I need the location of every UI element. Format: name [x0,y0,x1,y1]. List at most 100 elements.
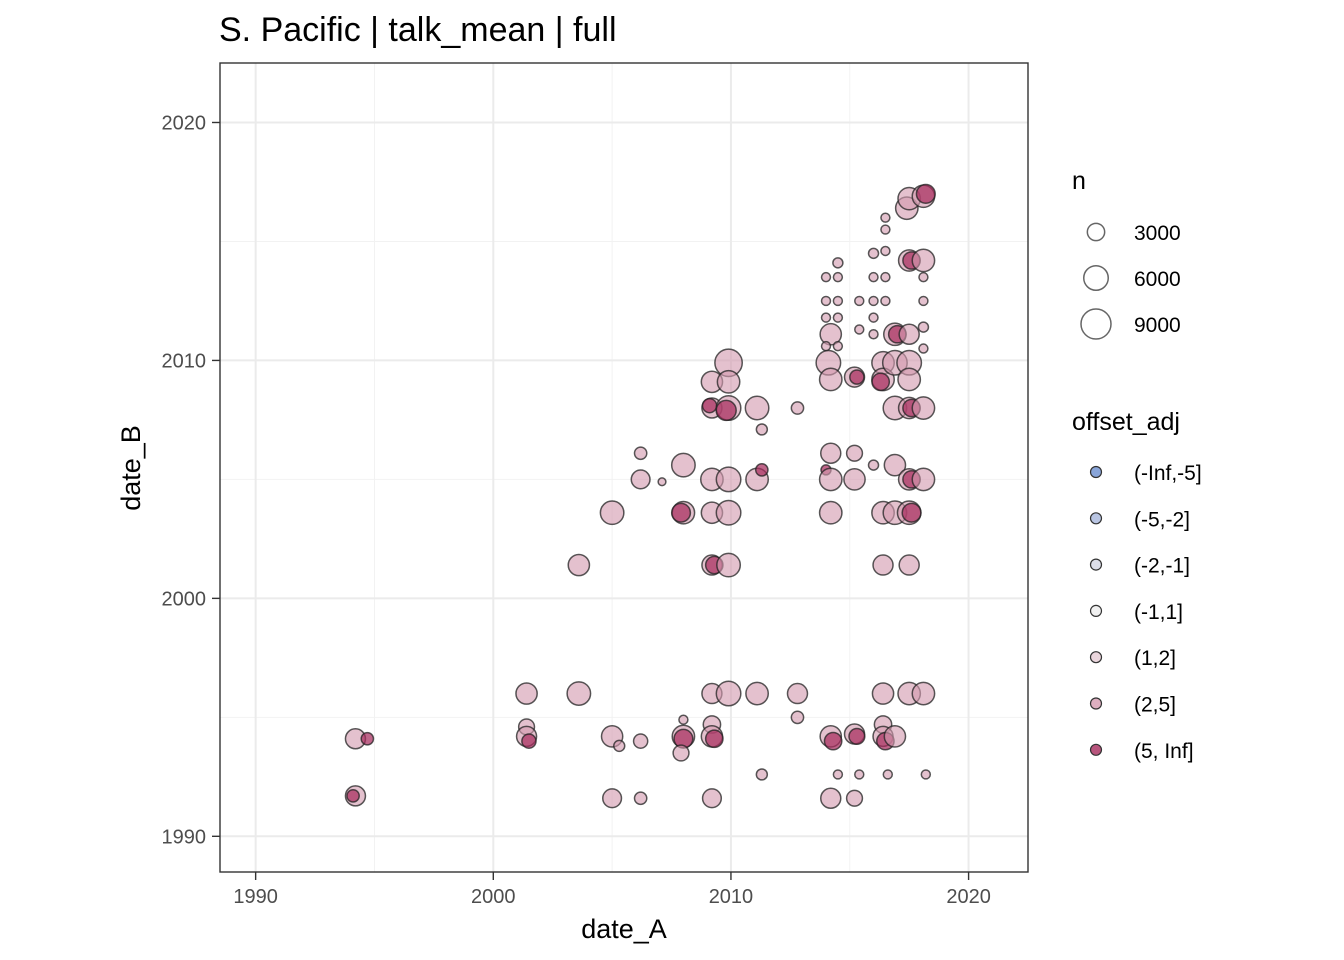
data-point [715,680,742,707]
data-point [715,499,742,526]
size-legend-key [1086,222,1106,242]
data-point [882,769,894,780]
size-legend: n 3000 6000 9000 [1072,167,1181,340]
data-point [832,340,844,352]
data-point [786,682,809,705]
data-point [832,295,844,307]
size-legend-key [1080,308,1112,340]
data-point [872,554,894,576]
data-point [613,739,626,753]
data-point [701,397,718,414]
data-point [716,369,741,394]
color-legend-label: (5, Inf] [1134,740,1194,763]
data-point [632,733,649,749]
y-axis: 1990 2000 2010 2020 [162,112,220,848]
data-point [868,295,879,307]
data-point [911,467,936,492]
color-legend-label: (2,5] [1134,694,1176,717]
x-axis: 1990 2000 2010 2020 [233,872,991,908]
data-point [880,212,891,223]
data-point [917,321,930,333]
data-point [602,788,623,809]
data-point [911,396,936,420]
y-tick-label: 2000 [162,588,207,610]
data-point [670,452,696,478]
x-tick-label: 2000 [471,886,516,908]
y-tick-label: 2010 [162,350,207,372]
data-point [346,788,360,803]
data-point [843,468,866,491]
data-point [845,789,864,807]
data-point [715,466,742,493]
data-point [848,727,866,746]
data-point [790,401,805,415]
data-point [716,552,742,578]
data-point [901,502,922,523]
data-point [820,295,832,307]
data-point [897,367,922,392]
data-point [754,463,769,477]
color-legend-title: offset_adj [1072,408,1180,436]
data-point [820,442,842,464]
x-tick-label: 2010 [709,886,754,908]
color-legend-label: (1,2] [1134,647,1176,670]
y-axis-title: date_B [116,425,146,511]
data-point [704,729,724,749]
data-point [820,787,842,809]
color-legend-label: (-1,1] [1134,601,1183,624]
data-point [915,183,936,204]
data-point [867,247,880,260]
data-point [918,343,929,354]
chart-title: S. Pacific | talk_mean | full [219,11,617,49]
data-point [883,453,907,477]
data-point [871,682,895,705]
data-point [845,444,864,462]
color-legend-label: (-Inf,-5] [1134,462,1202,485]
data-point [672,744,690,762]
data-point [832,312,844,323]
plot-panel [219,62,1029,873]
data-point [790,710,805,725]
color-legend-key [1089,512,1103,525]
data-point [883,725,907,748]
y-tick-label: 2020 [162,112,207,134]
data-point [744,395,770,421]
data-point [854,324,865,335]
color-legend-key [1089,697,1103,710]
data-point [868,312,879,323]
color-legend-key [1089,651,1103,664]
data-point [701,788,723,809]
color-legend-key [1089,743,1103,756]
data-point [599,500,625,526]
data-point [566,681,592,707]
data-point [854,295,865,307]
data-point [818,500,843,525]
x-axis-title: date_A [581,914,667,944]
data-point [832,271,844,283]
data-point [868,329,879,340]
data-point [898,554,920,576]
data-point [567,553,591,577]
data-point [880,224,891,235]
data-point [633,446,648,461]
data-point [633,791,648,806]
data-point [715,399,737,422]
x-tick-label: 2020 [946,886,991,908]
size-legend-label: 6000 [1134,268,1181,291]
data-points [344,183,936,809]
data-point [867,459,880,471]
size-legend-label: 9000 [1134,314,1181,337]
data-point [832,257,844,269]
color-legend: offset_adj (-Inf,-5] (-5,-2] (-2,-1] (-1,1]… [1072,408,1202,763]
color-legend-key [1089,558,1103,571]
data-point [920,769,932,780]
data-point [871,372,891,392]
data-point [880,295,891,307]
data-point [820,271,832,283]
data-point [670,502,692,523]
data-point [898,323,920,346]
size-legend-label: 3000 [1134,222,1181,245]
data-point [755,768,769,781]
data-point [823,731,843,751]
data-point [745,681,770,706]
